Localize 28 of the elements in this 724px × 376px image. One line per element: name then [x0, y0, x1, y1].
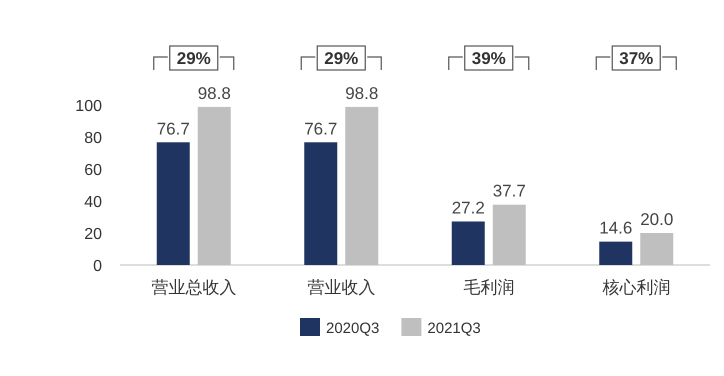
data-label: 76.7 — [304, 119, 338, 138]
legend-label: 2021Q3 — [427, 320, 481, 337]
y-tick-label: 20 — [84, 226, 102, 243]
data-label: 98.8 — [198, 84, 231, 103]
data-label: 76.7 — [156, 119, 190, 138]
legend-label: 2020Q3 — [326, 320, 380, 337]
data-label: 37.7 — [492, 182, 526, 201]
text: 29% — [324, 49, 358, 68]
bar — [304, 142, 338, 265]
y-tick-label: 80 — [84, 130, 102, 147]
text: 39% — [472, 49, 506, 68]
y-tick-label: 40 — [84, 194, 102, 211]
data-label: 14.6 — [599, 218, 632, 238]
bar — [452, 221, 485, 265]
bar — [599, 242, 632, 265]
bar — [156, 142, 190, 265]
x-tick-label: 营业总收入 — [151, 278, 236, 297]
y-tick-label: 100 — [75, 98, 102, 115]
text: 29% — [176, 49, 211, 68]
y-tick-label: 60 — [84, 162, 102, 179]
y-tick-label: 0 — [93, 258, 102, 275]
x-tick-label: 毛利润 — [463, 278, 514, 297]
x-tick-label: 核心利润 — [601, 278, 670, 297]
text: 37% — [619, 49, 654, 68]
data-label: 27.2 — [452, 198, 485, 218]
x-tick-label: 营业收入 — [307, 278, 376, 297]
data-label: 20.0 — [640, 210, 674, 229]
data-label: 98.8 — [345, 84, 378, 103]
